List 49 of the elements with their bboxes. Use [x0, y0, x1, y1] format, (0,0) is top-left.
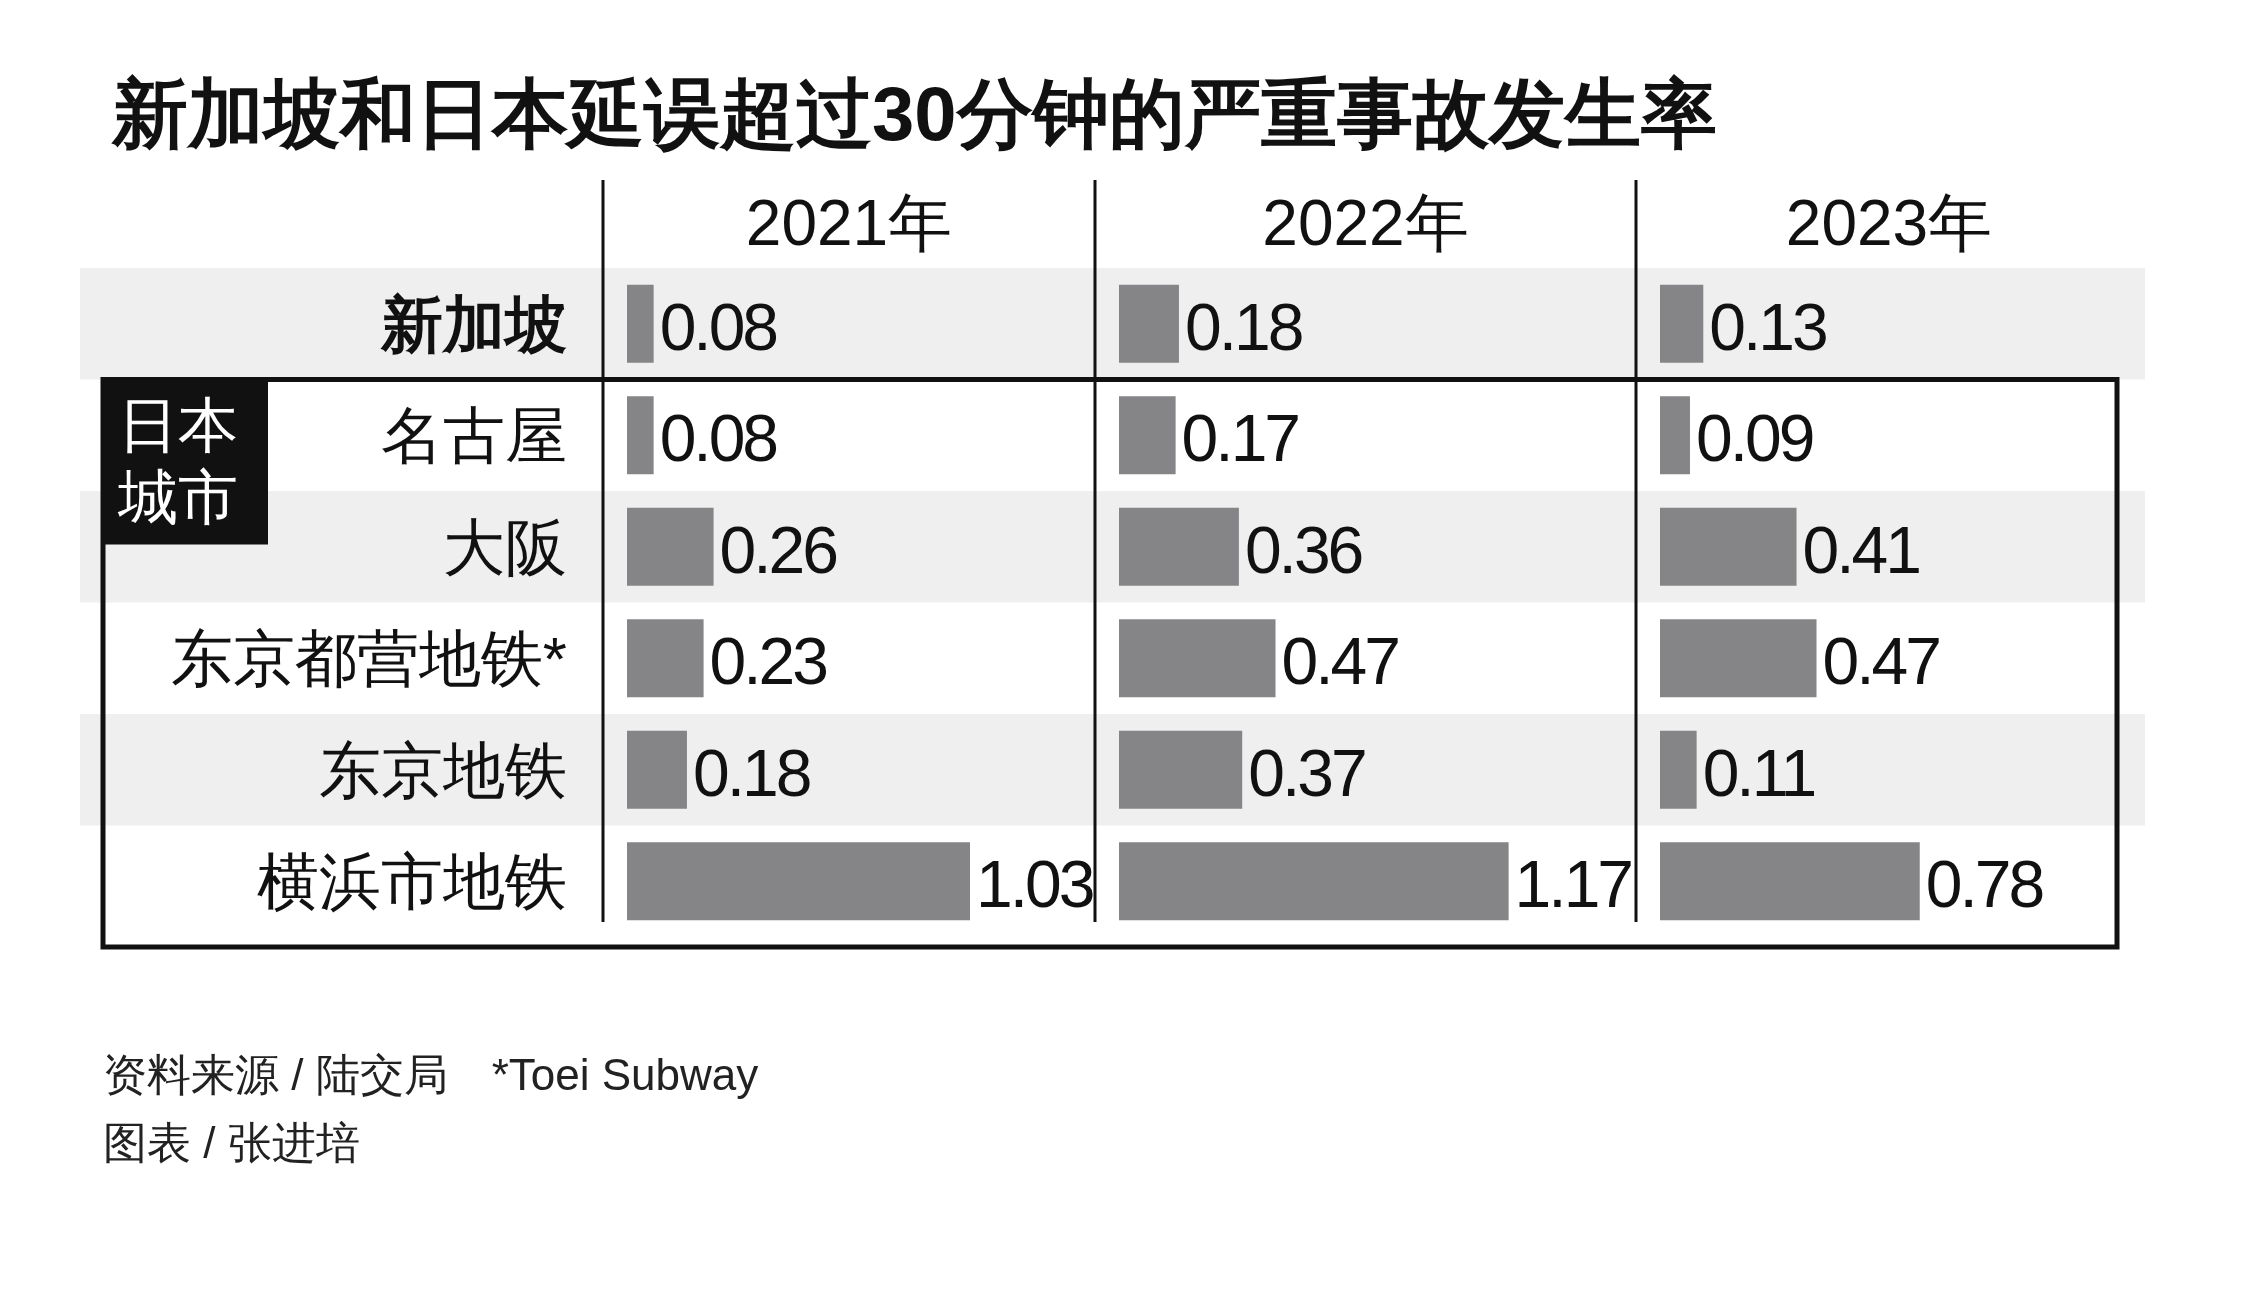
bar	[1660, 619, 1817, 698]
bar	[627, 619, 704, 698]
bar	[1119, 284, 1179, 363]
data-label: 0.18	[1184, 289, 1302, 364]
bar	[627, 730, 687, 809]
y-tick-label: 东京地铁	[319, 735, 567, 805]
data-label: 1.03	[975, 847, 1093, 922]
y-tick-label: 新加坡	[380, 289, 567, 359]
data-label: 0.17	[1181, 401, 1299, 476]
text: 日本城市	[117, 391, 238, 531]
data-label: 0.37	[1248, 735, 1365, 810]
bar	[1119, 730, 1243, 809]
bar	[1660, 396, 1690, 475]
data-label: 0.47	[1822, 624, 1940, 699]
data-label: 0.11	[1702, 735, 1815, 810]
data-label: 0.08	[659, 401, 777, 476]
data-label: 0.78	[1925, 847, 2043, 922]
data-label: 0.36	[1244, 512, 1362, 587]
chart-subtitle: 2022年	[1262, 187, 1469, 259]
data-label: 0.23	[709, 624, 827, 699]
bar	[627, 507, 714, 586]
data-label: 0.47	[1281, 624, 1399, 699]
y-tick-label: 东京都营地铁*	[170, 624, 567, 694]
y-tick-label: 名古屋	[381, 401, 567, 471]
bar	[627, 396, 654, 475]
data-label: 0.26	[719, 512, 837, 587]
y-tick-label: 大阪	[443, 512, 567, 582]
bar	[1119, 507, 1239, 586]
data-label: 1.17	[1514, 847, 1632, 922]
data-label: 0.08	[659, 289, 777, 364]
bar	[1119, 842, 1509, 921]
text: 图表 / 张进培	[103, 1118, 360, 1167]
chart-title: 新加坡和日本延误超过30分钟的严重事故发生率	[111, 71, 1717, 156]
bar	[1660, 730, 1697, 809]
data-label: 0.41	[1802, 512, 1920, 587]
data-label: 0.18	[692, 735, 810, 810]
data-label: 0.13	[1709, 289, 1827, 364]
bar	[1119, 619, 1276, 698]
bar	[1660, 284, 1704, 363]
chart-subtitle: 2023年	[1785, 187, 1993, 259]
data-label: 0.09	[1695, 401, 1813, 476]
bar	[1660, 507, 1797, 586]
text: 资料来源 / 陆交局 *Toei Subway	[103, 1050, 759, 1099]
bar	[1660, 842, 1920, 921]
chart-subtitle: 2021年	[745, 187, 953, 259]
bar	[1119, 396, 1176, 475]
bar	[627, 842, 970, 921]
y-tick-label: 横浜市地铁	[257, 847, 567, 917]
bar	[627, 284, 654, 363]
